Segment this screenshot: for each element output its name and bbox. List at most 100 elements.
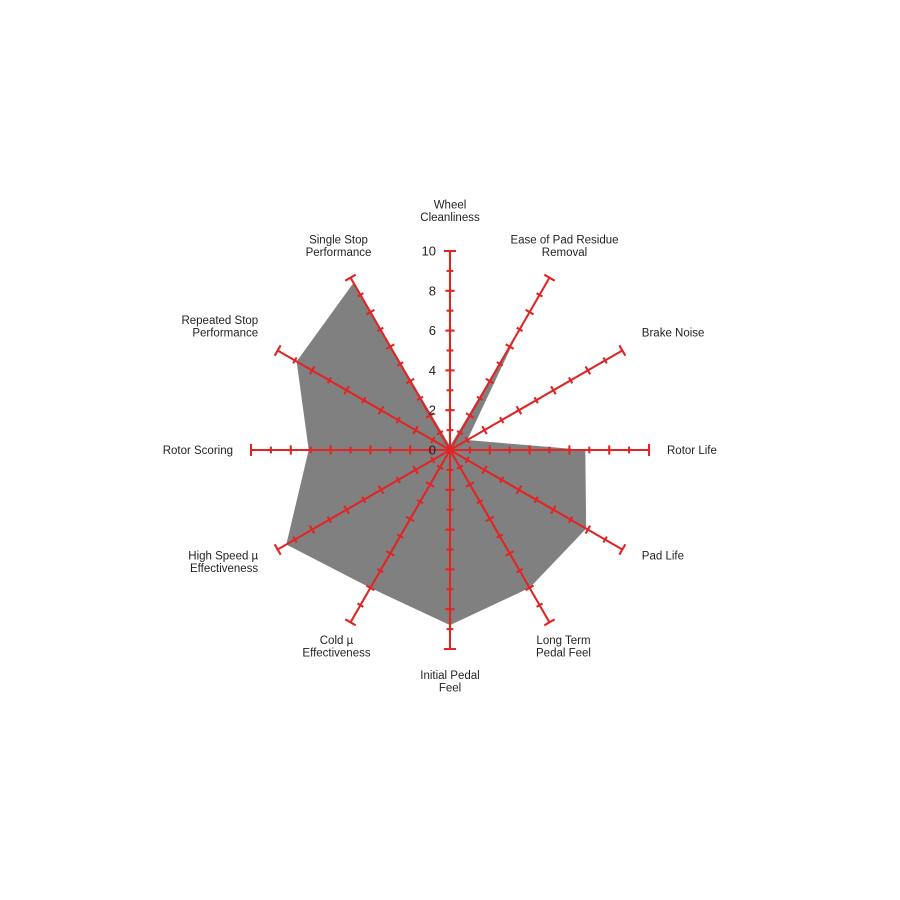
axis-tick <box>465 481 475 488</box>
axis-category-label: Ease of Pad Residue Removal <box>510 235 618 260</box>
axis-category-label: Wheel Cleanliness <box>420 199 480 224</box>
axis-tick <box>385 550 395 557</box>
radar-series-area <box>286 282 587 626</box>
radial-tick-label: 4 <box>429 363 436 378</box>
axis-tick <box>361 496 367 504</box>
axis-tick <box>308 365 316 375</box>
axis-tick <box>425 412 435 419</box>
axis-tick <box>344 618 357 627</box>
axis-tick <box>516 326 524 332</box>
axis-tick <box>505 550 515 557</box>
axis-tick <box>464 456 470 464</box>
axis-tick <box>568 516 574 524</box>
axis-tick <box>436 430 444 436</box>
axis-category-label: Pad Life <box>642 551 684 563</box>
axis-tick <box>481 425 488 435</box>
axis-tick <box>326 516 332 524</box>
axis-tick <box>430 456 436 464</box>
axis-tick <box>395 416 401 424</box>
axis-tick <box>377 405 385 415</box>
axis-tick <box>385 343 395 350</box>
axis-tick <box>550 385 557 395</box>
axis-tick <box>344 273 357 282</box>
axis-tick <box>396 361 404 367</box>
axis-tick <box>395 476 401 484</box>
axis-tick <box>405 377 415 385</box>
axis-tick <box>456 464 464 470</box>
axis-tick <box>365 584 375 592</box>
axis-tick <box>485 515 495 523</box>
axis-tick <box>273 344 282 357</box>
axis-tick <box>505 343 515 350</box>
category-labels: Wheel Cleanliness Ease of Pad Residue Remov… <box>163 199 717 694</box>
radial-tick-label: 0 <box>429 443 436 458</box>
axis-tick <box>464 436 470 444</box>
axis-tick <box>618 543 627 556</box>
axis-tick <box>515 485 523 495</box>
axis-tick <box>499 416 505 424</box>
axis-tick <box>343 385 350 395</box>
axis-tick <box>356 292 364 298</box>
axis-category-label: Single Stop Performance <box>306 235 372 260</box>
axis-category-label: Initial Pedal Feel <box>420 670 479 695</box>
axis-tick <box>412 465 419 475</box>
axis-tick <box>377 485 385 495</box>
axis-tick <box>416 499 424 505</box>
axis-tick <box>396 533 404 539</box>
axis-tick <box>533 396 539 404</box>
axis-tick <box>584 365 592 375</box>
axis-tick <box>499 476 505 484</box>
axis-tick <box>568 376 574 384</box>
axis-tick <box>412 425 419 435</box>
axis-tick <box>456 430 464 436</box>
radial-tick-label: 10 <box>422 244 436 259</box>
axis-tick <box>425 481 435 488</box>
axis-tick <box>543 273 556 282</box>
axis-tick <box>516 568 524 574</box>
axis-tick <box>496 533 504 539</box>
axis-tick <box>481 465 488 475</box>
axis-tick <box>365 308 375 316</box>
axis-tick <box>533 496 539 504</box>
axis-tick <box>326 376 332 384</box>
axis-category-label: Long Term Pedal Feel <box>536 635 591 660</box>
axis-tick <box>292 356 298 364</box>
axis-tick <box>485 377 495 385</box>
axis-tick <box>361 396 367 404</box>
axis-tick <box>536 292 544 298</box>
axis-tick <box>308 525 316 535</box>
axis-tick <box>496 361 504 367</box>
axis-category-label: High Speed µ Effectiveness <box>188 551 258 576</box>
axis-tick <box>376 568 384 574</box>
radial-tick-label: 6 <box>429 323 436 338</box>
axis-tick <box>273 543 282 556</box>
radial-tick-labels: 0 2 4 6 8 10 <box>422 244 436 458</box>
axis-category-label: Repeated Stop Performance <box>181 315 258 340</box>
axis-tick <box>602 536 608 544</box>
radial-tick-label: 2 <box>429 403 436 418</box>
axis-tick <box>543 618 556 627</box>
radial-tick-label: 8 <box>429 283 436 298</box>
axis-tick <box>476 395 484 401</box>
axis-tick <box>356 602 364 608</box>
series-polygon <box>286 282 587 626</box>
axis-tick <box>515 405 523 415</box>
axis-tick <box>436 464 444 470</box>
axis-category-label: Brake Noise <box>642 328 705 340</box>
axis-tick <box>584 525 592 535</box>
axis-tick <box>343 505 350 515</box>
axis-tick <box>476 499 484 505</box>
axis-tick <box>465 412 475 419</box>
axis-tick <box>405 515 415 523</box>
axis-tick <box>376 326 384 332</box>
axis-tick <box>550 505 557 515</box>
axis-tick <box>536 602 544 608</box>
axis-tick <box>602 356 608 364</box>
axis-category-label: Rotor Life <box>667 445 717 457</box>
axis-category-label: Cold µ Effectiveness <box>302 635 370 660</box>
axis-tick <box>416 395 424 401</box>
axis-category-label: Rotor Scoring <box>163 445 233 457</box>
axis-tick <box>525 308 535 316</box>
